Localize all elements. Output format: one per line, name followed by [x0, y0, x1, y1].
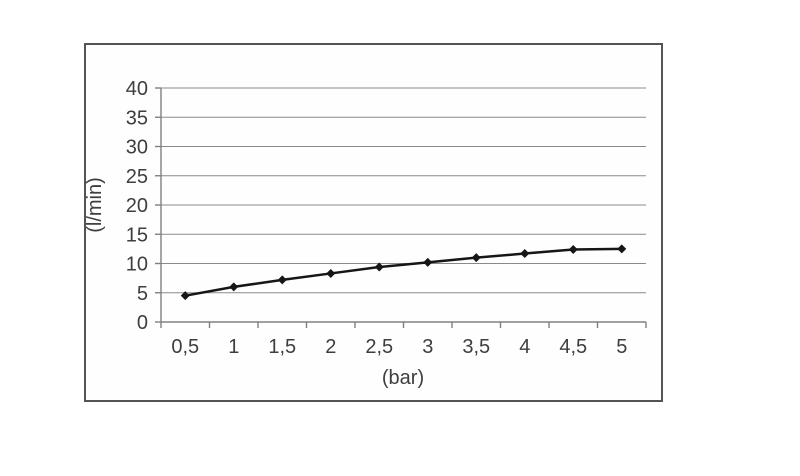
y-tick-label: 0 — [137, 312, 148, 334]
flow-curve-line — [185, 247, 622, 297]
y-axis-title: (l/min) — [86, 177, 106, 233]
data-point-marker — [471, 253, 481, 263]
data-point-marker — [326, 268, 336, 278]
x-tick-label: 1 — [228, 336, 239, 358]
x-tick-label: 2,5 — [365, 336, 393, 358]
data-point-marker — [568, 244, 578, 254]
x-tick-label: 3 — [422, 336, 433, 358]
x-tick-label: 1,5 — [268, 336, 296, 358]
y-tick-label: 35 — [126, 107, 148, 129]
y-tick-label: 5 — [137, 283, 148, 305]
chart-panel: (l/min) (bar) 0 5 10 15 20 25 30 35 40 0,5 1 1,5 2 2,… — [84, 43, 663, 402]
x-tick-label: 4,5 — [559, 336, 587, 358]
data-point-marker — [520, 249, 530, 259]
data-point-marker — [229, 282, 239, 292]
data-point-marker — [423, 257, 433, 267]
data-point-marker — [374, 262, 384, 272]
data-point-marker — [617, 244, 627, 254]
y-tick-label: 10 — [126, 254, 148, 276]
y-tick-label: 25 — [126, 166, 148, 188]
y-tick-label: 20 — [126, 195, 148, 217]
x-tick-label: 5 — [616, 336, 627, 358]
x-tick-label: 0,5 — [171, 336, 199, 358]
x-tick-label: 4 — [519, 336, 530, 358]
data-point-marker — [277, 275, 287, 285]
data-point-marker — [180, 291, 190, 301]
x-tick-label: 3,5 — [462, 336, 490, 358]
y-tick-label: 40 — [126, 78, 148, 100]
x-axis-title: (bar) — [382, 367, 424, 389]
y-tick-label: 30 — [126, 137, 148, 159]
y-tick-label: 15 — [126, 224, 148, 246]
x-tick-label: 2 — [325, 336, 336, 358]
